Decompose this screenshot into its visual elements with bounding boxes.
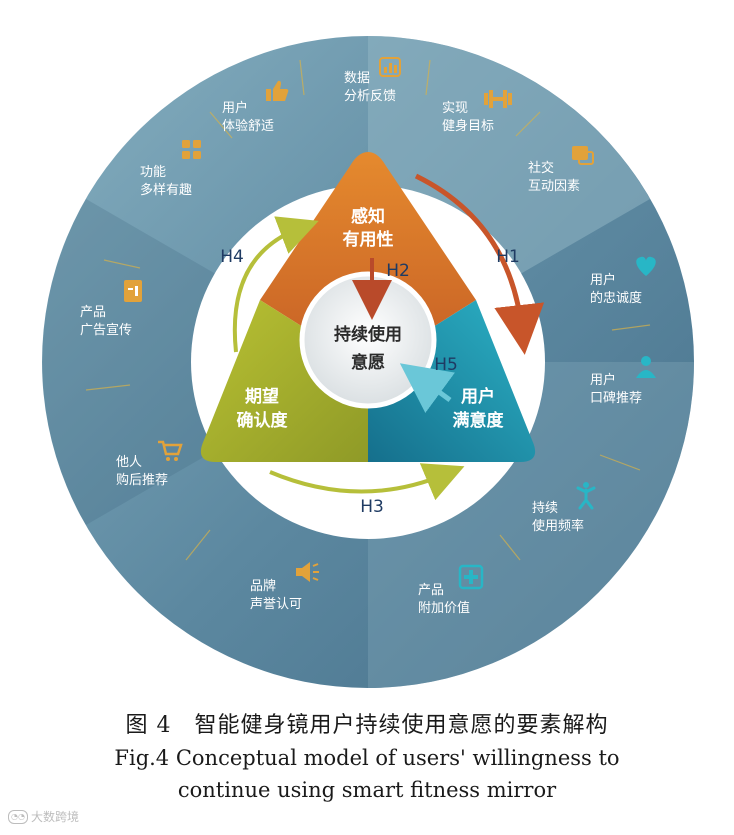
h4-label: H4 — [220, 247, 244, 267]
ring-item-fun-line2: 多样有趣 — [140, 182, 192, 198]
door-icon — [124, 280, 142, 302]
watermark-text: 大数跨境 — [31, 810, 80, 824]
center-label-line1: 持续使用 — [334, 324, 402, 345]
ring-item-value-line2: 附加价值 — [418, 600, 470, 616]
runner-icon — [576, 482, 596, 510]
ring-item-experience-line2: 体验舒适 — [222, 118, 274, 134]
triangle-left-line2: 确认度 — [237, 410, 289, 431]
speaker-icon — [296, 562, 319, 582]
ring-item-value-line1: 产品 — [418, 583, 444, 598]
triangle-top-line2: 有用性 — [343, 229, 394, 250]
ring-item-wom-line1: 用户 — [590, 372, 616, 388]
chat-icon — [572, 146, 594, 165]
ring-item-data-line2: 分析反馈 — [344, 89, 396, 104]
watermark: ◔◔ 大数跨境 — [8, 808, 79, 825]
cart-icon — [158, 440, 183, 461]
ring-item-freq: 持续 使用频率 — [532, 482, 596, 534]
h3-arrow — [269, 463, 465, 501]
ring-item-goal: 实现 健身目标 — [442, 90, 512, 134]
ring-item-social-line1: 社交 — [528, 160, 554, 176]
triangle-top-line1: 感知 — [351, 206, 385, 227]
ring-dividers — [85, 59, 651, 561]
ring-item-wom: 用户 口碑推荐 — [590, 356, 656, 406]
center-label-line2: 意愿 — [351, 352, 385, 373]
person-icon — [636, 356, 656, 378]
bar-chart-icon — [379, 57, 401, 77]
watermark-logo-icon: ◔◔ — [8, 809, 28, 824]
ring-item-goal-line2: 健身目标 — [442, 118, 494, 134]
ring-item-ads-line1: 产品 — [80, 305, 106, 320]
ring-item-ads: 产品 广告宣传 — [80, 280, 142, 338]
triangle-right-line2: 满意度 — [453, 410, 505, 431]
triangle-left-line1: 期望 — [245, 386, 279, 407]
h5-arrow — [399, 363, 455, 413]
ring-item-value: 产品 附加价值 — [418, 564, 484, 616]
ring-item-brand-line1: 品牌 — [250, 578, 276, 594]
ring-item-experience: 用户 体验舒适 — [222, 80, 289, 134]
dumbbell-icon — [484, 90, 512, 108]
hypothesis-arrows — [232, 173, 545, 501]
ring-item-brand-line2: 声誉认可 — [250, 597, 302, 612]
ring-item-others-line1: 他人 — [116, 455, 142, 470]
conceptual-model-diagram: 持续使用 意愿 感知 有用性 期望 确认度 用户 满意度 H1 H2 H3 H4… — [42, 36, 694, 688]
ring-item-experience-line1: 用户 — [222, 100, 248, 116]
h5-label: H5 — [434, 355, 458, 375]
ring-item-fun: 功能 多样有趣 — [140, 140, 201, 198]
figure-caption-en-line2: continue using smart fitness mirror — [177, 778, 557, 802]
ring-item-wom-line2: 口碑推荐 — [590, 390, 642, 406]
ring-item-loyalty: 用户 的忠诚度 — [590, 256, 656, 306]
h2-label: H2 — [386, 261, 410, 281]
triangle-right-line1: 用户 — [461, 386, 495, 407]
ring-item-fun-line1: 功能 — [140, 165, 166, 180]
figure-caption-cn: 图 4 智能健身镜用户持续使用意愿的要素解构 — [125, 713, 609, 738]
figure-caption-en-line1: Fig.4 Conceptual model of users' willing… — [114, 746, 620, 770]
ring-item-social: 社交 互动因素 — [528, 146, 594, 194]
ring-item-others-line2: 购后推荐 — [116, 472, 168, 488]
ring-item-social-line2: 互动因素 — [528, 179, 580, 194]
h1-label: H1 — [496, 247, 520, 267]
h1-arrow — [414, 173, 545, 355]
h3-label: H3 — [360, 497, 384, 517]
ring-item-ads-line2: 广告宣传 — [80, 322, 132, 338]
grid-icon — [182, 140, 201, 159]
ring-item-loyalty-line1: 用户 — [590, 272, 616, 288]
ring-item-freq-line2: 使用频率 — [532, 518, 584, 534]
ring-item-data-line1: 数据 — [344, 71, 370, 86]
thumbs-up-icon — [266, 80, 289, 101]
ring-item-others: 他人 购后推荐 — [116, 440, 183, 488]
ring-item-goal-line1: 实现 — [442, 101, 468, 116]
ring-item-freq-line1: 持续 — [532, 501, 558, 516]
ring-item-loyalty-line2: 的忠诚度 — [590, 290, 642, 306]
ring-item-brand: 品牌 声誉认可 — [250, 562, 319, 612]
heart-icon — [636, 256, 656, 276]
ring-item-data: 数据 分析反馈 — [344, 57, 401, 104]
h4-arrow — [232, 216, 319, 353]
center-circle: 持续使用 意愿 — [299, 271, 437, 409]
triangle-left-segment — [200, 300, 368, 462]
plus-box-icon — [458, 564, 484, 590]
